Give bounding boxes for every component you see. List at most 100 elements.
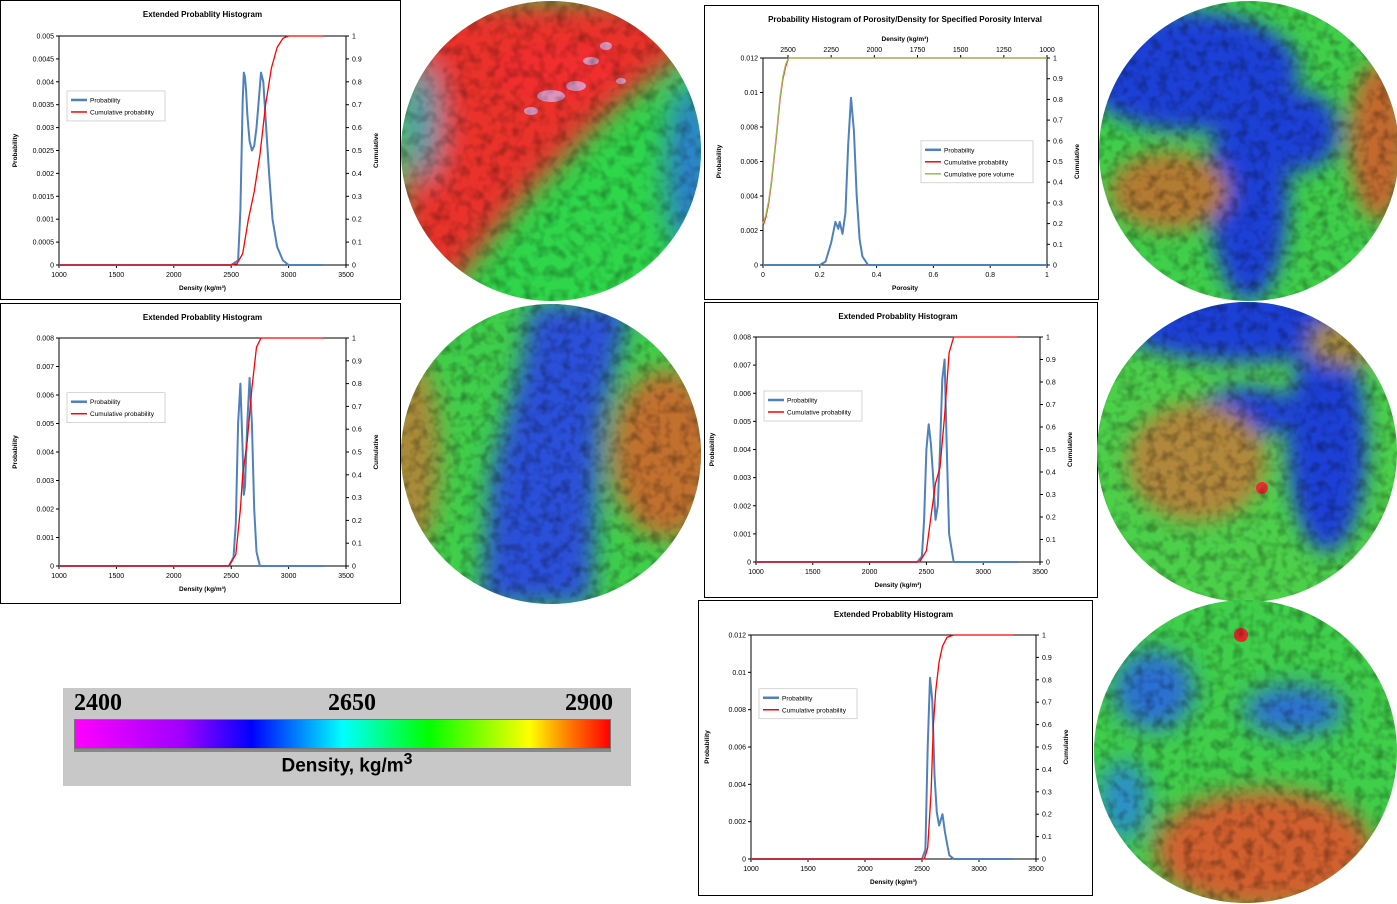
y2-tick-label: 0.2 (1042, 812, 1052, 819)
y2-tick-label: 0 (1046, 560, 1050, 567)
y2-tick-label: 0.8 (352, 79, 362, 86)
x-tick-label: 2000 (166, 573, 182, 580)
y-tick-label: 0.002 (36, 507, 54, 514)
y2-tick-label: 0.4 (1053, 180, 1063, 187)
x2-tick-label: 1750 (910, 47, 926, 54)
y-tick-label: 0 (742, 857, 746, 864)
x-axis-label: Density (kg/m³) (870, 879, 917, 886)
y2-tick-label: 0.8 (1042, 677, 1052, 684)
x2-tick-label: 2500 (780, 47, 796, 54)
x-tick-label: 0 (761, 272, 765, 279)
y2-tick-label: 0.9 (352, 358, 362, 365)
legend-label: Cumulative probability (90, 109, 155, 116)
y2-tick-label: 0 (1053, 263, 1057, 270)
x-tick-label: 0.6 (929, 272, 939, 279)
y2-tick-label: 0.3 (1046, 492, 1056, 499)
y2-tick-label: 0.5 (1046, 447, 1056, 454)
histogram-panel-3: Extended Probablity Histogram 0 0.001 0.002… (704, 302, 1098, 598)
y2-tick-label: 0.3 (1053, 200, 1063, 207)
legend-label: Probability (90, 399, 121, 406)
y2-tick-label: 1 (1046, 335, 1050, 342)
histogram-chart-4: Extended Probablity Histogram 0 0.002 0.004… (704, 610, 1070, 886)
y2-tick-label: 0.7 (1053, 118, 1063, 125)
y2-tick-label: 0.6 (1042, 722, 1052, 729)
plot-area (58, 35, 347, 266)
density-map-4 (1097, 302, 1397, 602)
y2-tick-label: 0.8 (352, 381, 362, 388)
x-tick-label: 3000 (281, 272, 297, 279)
y2-tick-label: 0 (352, 564, 356, 571)
y2-axis-label: Cumulative (1074, 144, 1081, 179)
y-tick-label: 0.001 (36, 217, 54, 224)
x2-tick-label: 2000 (867, 47, 883, 54)
chart-title: Extended Probablity Histogram (143, 10, 262, 19)
y-tick-label: 0.004 (733, 447, 751, 454)
x-tick-label: 1500 (109, 272, 125, 279)
legend-label: Cumulative pore volume (944, 171, 1014, 178)
series-line-cumulative-probability (751, 634, 1014, 860)
legend-label: Probability (944, 147, 975, 154)
y2-tick-label: 0.3 (352, 495, 362, 502)
series-line-probability (756, 358, 1018, 563)
y2-axis-label: Cumulative (373, 434, 380, 469)
x-tick-label: 1000 (743, 866, 759, 873)
colorbar-gradient (74, 719, 611, 749)
x-tick-label: 3500 (1028, 866, 1044, 873)
y-tick-label: 0.004 (740, 194, 758, 201)
y-tick-label: 0.001 (733, 531, 751, 538)
y2-tick-label: 0.5 (352, 148, 362, 155)
y-axis-label: Probability (716, 144, 723, 178)
y2-tick-label: 0.3 (1042, 789, 1052, 796)
y2-tick-label: 0.7 (352, 102, 362, 109)
x-tick-label: 1000 (748, 569, 764, 576)
x2-tick-label: 2250 (823, 47, 839, 54)
legend-label: Probability (787, 398, 818, 405)
porosity-histogram-chart: Probability Histogram of Porosity/Densit… (716, 15, 1081, 292)
density-map-3 (1099, 1, 1397, 301)
y2-axis-label: Cumulative (1063, 729, 1070, 764)
legend-box (758, 688, 858, 720)
y-tick-label: 0.004 (36, 79, 54, 86)
y-tick-label: 0.005 (733, 419, 751, 426)
y-tick-label: 0.008 (728, 707, 746, 714)
colorbar-mid-label: 2650 (328, 690, 376, 716)
x-tick-label: 1 (1045, 272, 1049, 279)
y-tick-label: 0.006 (36, 393, 54, 400)
y-tick-label: 0.0025 (33, 148, 55, 155)
porosity-histogram-panel: Probability Histogram of Porosity/Densit… (704, 5, 1099, 300)
x-tick-label: 0.8 (985, 272, 995, 279)
y-axis-label: Probability (709, 432, 716, 466)
y2-tick-label: 0.6 (352, 427, 362, 434)
x-tick-label: 2000 (166, 272, 182, 279)
y2-axis-label: Cumulative (1067, 432, 1074, 467)
y2-tick-label: 0.9 (352, 56, 362, 63)
y2-tick-label: 0 (1042, 857, 1046, 864)
series-line-cumulative-probability (756, 336, 1018, 563)
y-tick-label: 0.0045 (33, 56, 55, 63)
y2-tick-label: 0.5 (352, 450, 362, 457)
y2-tick-label: 0.2 (352, 518, 362, 525)
y2-tick-label: 0.2 (352, 217, 362, 224)
y2-tick-label: 0.4 (352, 171, 362, 178)
x2-tick-label: 1250 (996, 47, 1012, 54)
y2-tick-label: 0.2 (1053, 221, 1063, 228)
y-tick-label: 0.002 (740, 228, 758, 235)
y2-tick-label: 0 (352, 263, 356, 270)
y2-tick-label: 0.1 (352, 240, 362, 247)
y2-tick-label: 0.2 (1046, 515, 1056, 522)
legend-label: Probability (782, 695, 813, 702)
y-tick-label: 0.003 (36, 125, 54, 132)
y2-tick-label: 0.4 (352, 472, 362, 479)
y2-tick-label: 0.3 (352, 194, 362, 201)
y-tick-label: 0.0035 (33, 102, 55, 109)
y2-tick-label: 0.1 (1042, 834, 1052, 841)
histogram-panel-2: Extended Probablity Histogram 0 0.001 0.002… (0, 303, 401, 604)
density-map-2 (401, 304, 701, 604)
legend-label: Cumulative probability (787, 410, 852, 417)
y-tick-label: 0.008 (733, 335, 751, 342)
x-tick-label: 1500 (805, 569, 821, 576)
y-tick-label: 0.006 (728, 745, 746, 752)
x-axis-label: Density (kg/m³) (179, 586, 226, 593)
x-tick-label: 2500 (223, 272, 239, 279)
plot-area (750, 634, 1037, 860)
